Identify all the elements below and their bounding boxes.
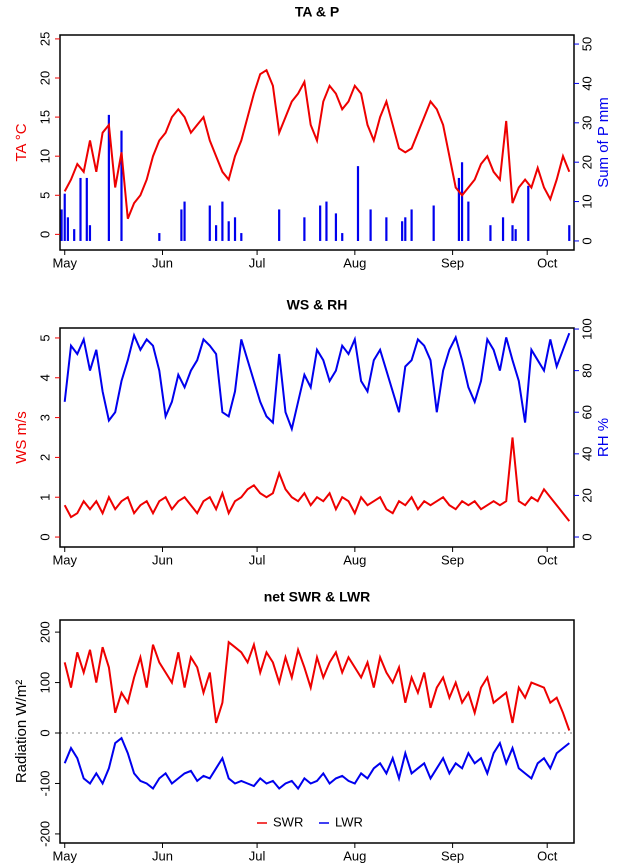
x-tick-label: Aug [343,848,366,863]
y2-tick-label: 30 [579,116,594,130]
y-tick-label: 10 [37,149,52,163]
x-tick-label: Oct [537,552,558,567]
x-tick-label: Aug [343,255,366,270]
x-tick-label: Jul [249,552,266,567]
y-tick-label: 200 [37,621,52,643]
legend-label: LWR [335,814,363,829]
line-series [63,68,571,220]
panel-title: net SWR & LWR [264,589,371,605]
y-tick-label: 3 [37,414,52,421]
y-tick-label: 15 [37,110,52,124]
line-series [63,437,571,522]
x-tick-label: Jun [152,255,173,270]
y-tick-label: -200 [37,821,52,847]
x-tick-label: Oct [537,255,558,270]
line-series [63,640,571,731]
y2-tick-label: 40 [579,76,594,90]
y-tick-label: 1 [37,494,52,501]
x-tick-label: Oct [537,848,558,863]
y2-tick-label: 100 [579,318,594,340]
x-tick-label: Jun [152,552,173,567]
y-tick-label: 0 [37,533,52,540]
y2-tick-label: 20 [579,155,594,169]
y-tick-label: 4 [37,374,52,381]
y2-tick-label: 50 [579,37,594,51]
y2-tick-label: 10 [579,194,594,208]
y-axis-title: Radiation W/m² [13,680,30,783]
panel: TA & P May Jun Jul Aug Sep Oct 0 5 10 15 20 25 0 10 20 3… [13,4,612,271]
y-tick-label: -100 [37,770,52,796]
legend-label: SWR [273,814,303,829]
y2-tick-label: 40 [579,447,594,461]
x-tick-label: May [52,255,77,270]
y2-tick-label: 20 [579,488,594,502]
x-tick-label: May [52,848,77,863]
y2-tick-label: 80 [579,363,594,377]
plot-frame [59,619,575,844]
panel: net SWR & LWR May Jun Jul Aug Sep Oct -200 -100 0… [13,589,575,863]
legend: SWR LWR [257,814,363,829]
x-tick-label: Jun [152,848,173,863]
y-tick-label: 5 [37,334,52,341]
panel-title: WS & RH [287,297,348,313]
plot-frame [59,327,575,548]
y2-axis-title: RH % [595,418,612,457]
x-tick-label: Jul [249,255,266,270]
y-tick-label: 2 [37,454,52,461]
x-tick-label: Aug [343,552,366,567]
plot-area [60,640,574,791]
x-tick-label: Jul [249,848,266,863]
panel-title: TA & P [295,4,339,20]
x-tick-label: Sep [441,848,464,863]
y-tick-label: 0 [37,729,52,736]
y-axis-title: TA °C [13,123,30,161]
y2-tick-label: 60 [579,405,594,419]
panel: WS & RH May Jun Jul Aug Sep Oct 0 1 2 3 4 5 0 20 40 60 80… [13,297,612,568]
plot-frame [59,34,575,251]
y-tick-label: 25 [37,32,52,46]
plot-area [60,68,571,241]
y-axis-title: WS m/s [13,411,30,464]
plot-area [63,332,571,522]
y-tick-label: 100 [37,672,52,694]
y2-tick-label: 0 [579,237,594,244]
x-tick-label: Sep [441,552,464,567]
line-series [63,332,571,433]
y2-tick-label: 0 [579,533,594,540]
y-tick-label: 5 [37,192,52,199]
line-series [63,736,570,791]
y2-axis-title: Sum of P mm [595,97,612,188]
x-tick-label: Sep [441,255,464,270]
y-tick-label: 0 [37,231,52,238]
y-tick-label: 20 [37,71,52,85]
x-tick-label: May [52,552,77,567]
